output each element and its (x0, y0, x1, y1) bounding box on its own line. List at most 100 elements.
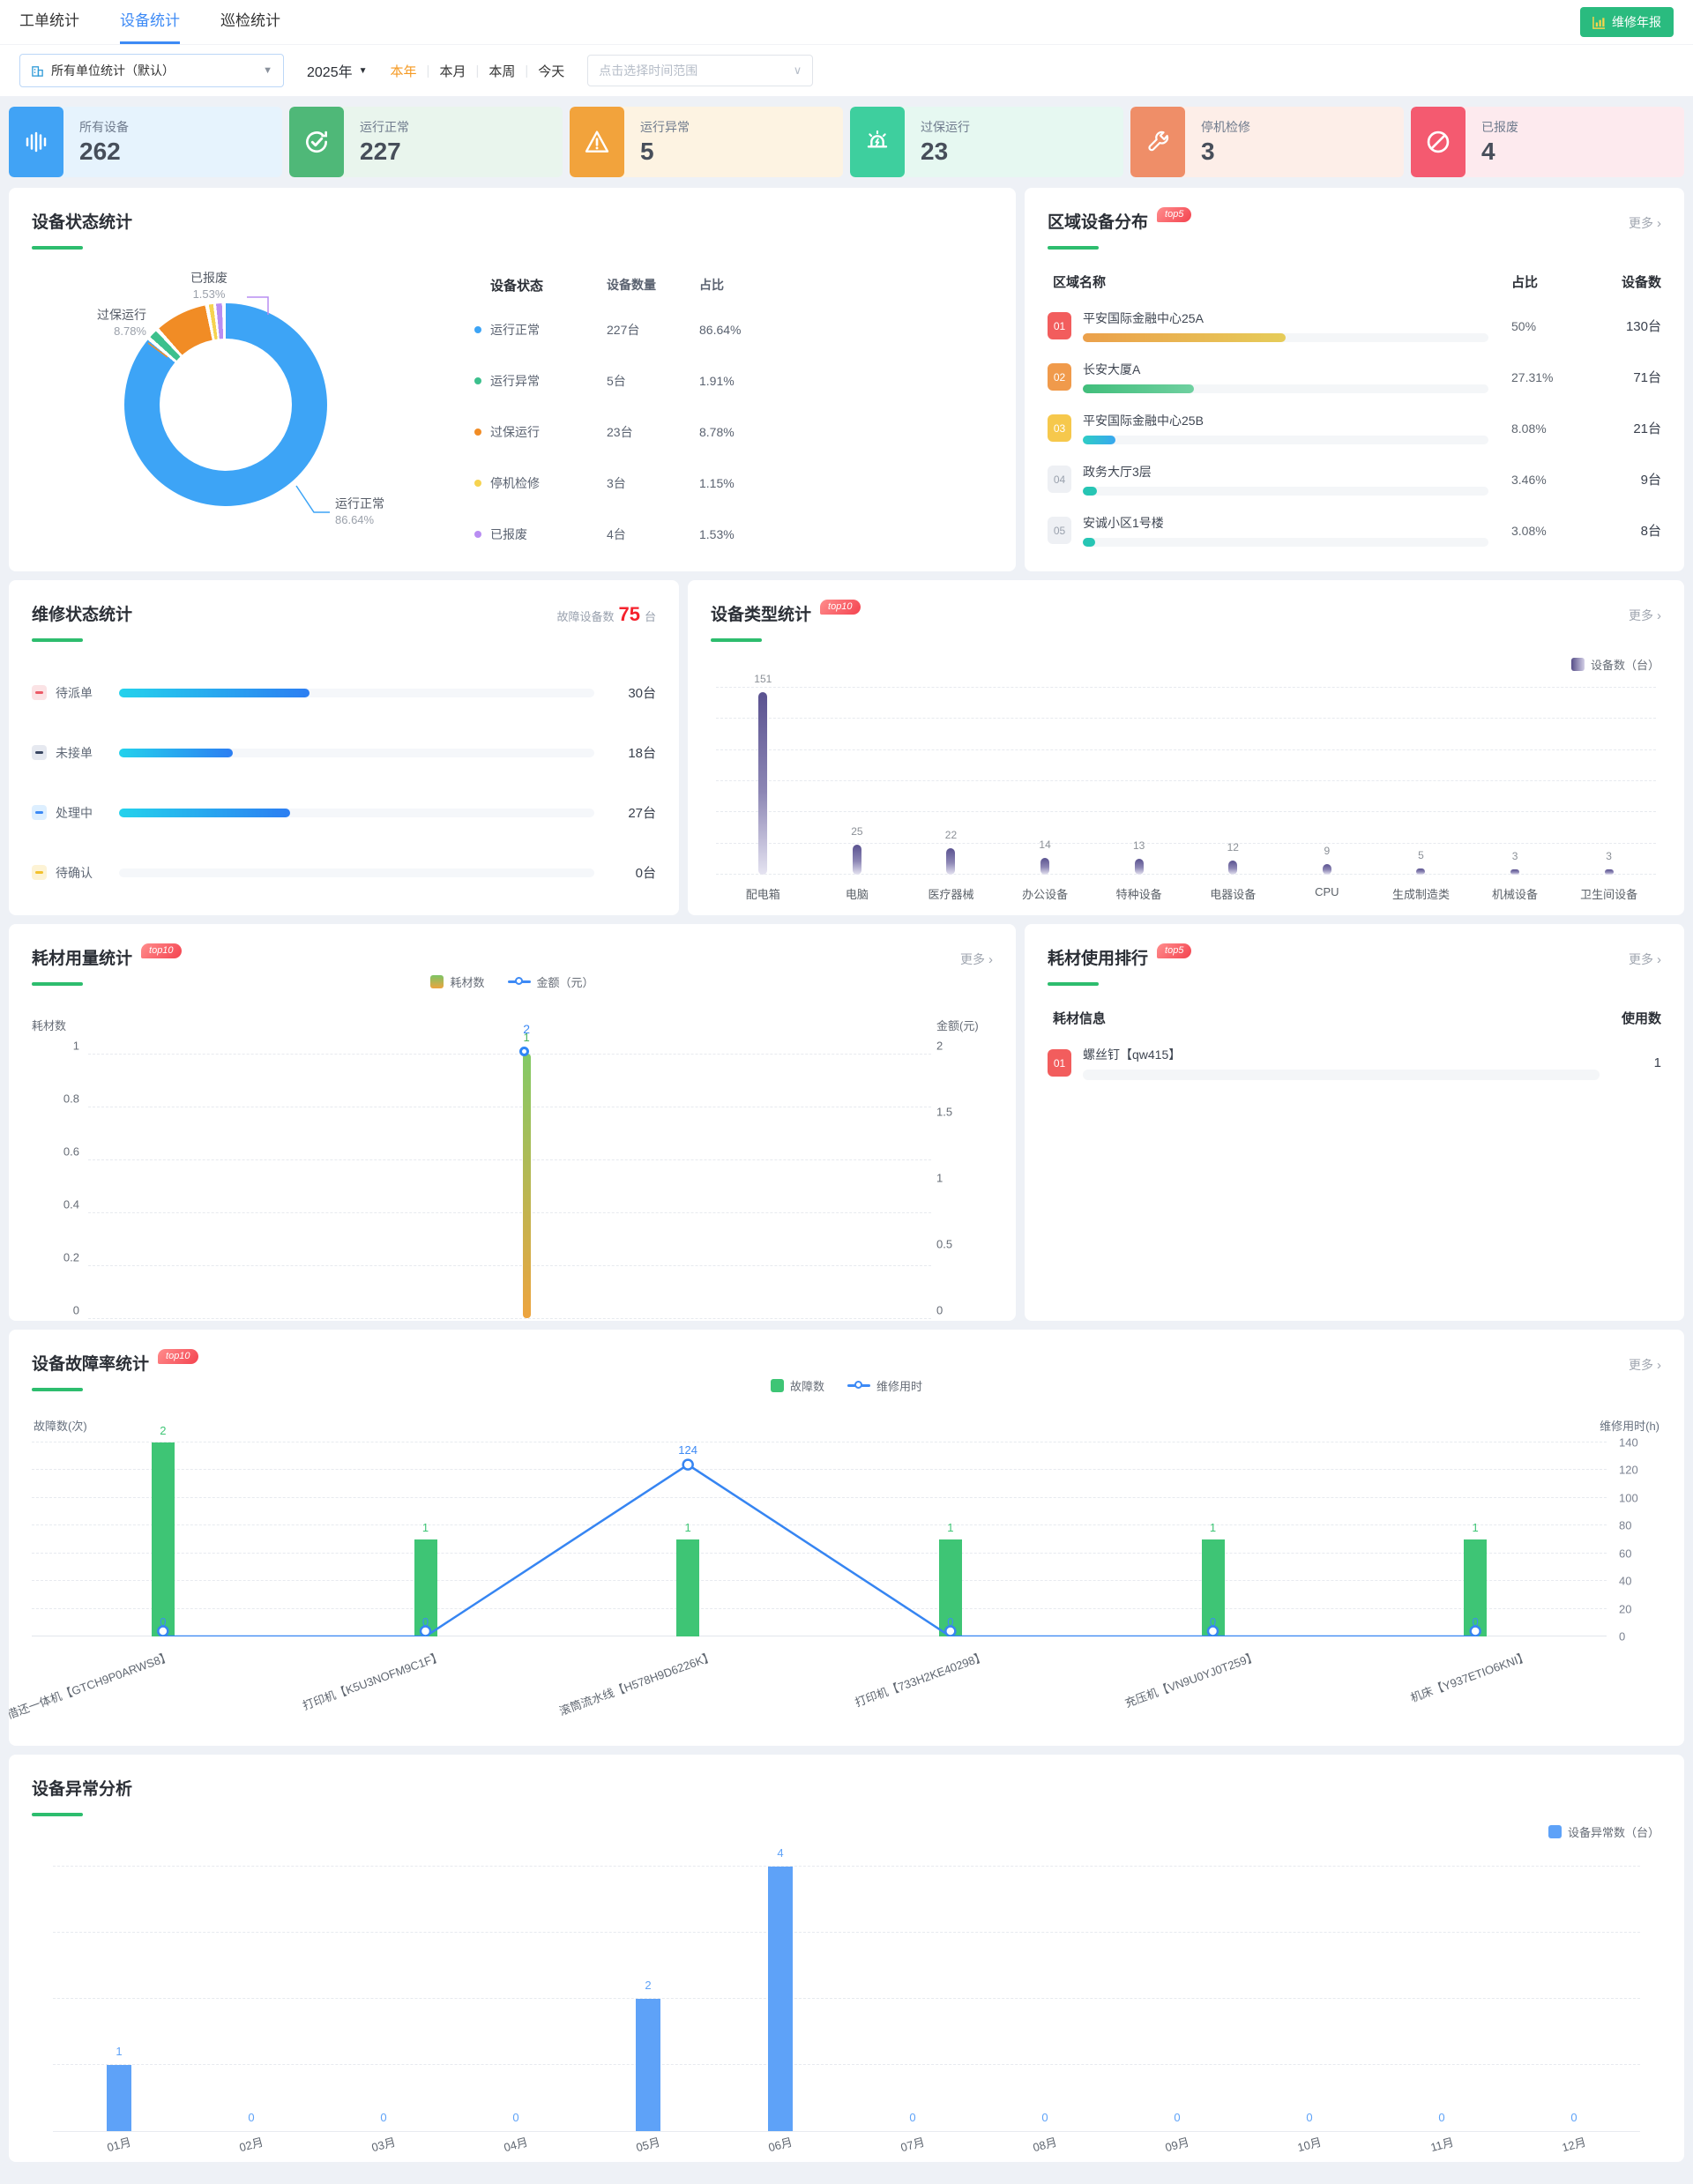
gridline (716, 718, 1656, 719)
donut-callout: 已报废 1.53% (171, 269, 247, 303)
right-axis-tick: 0 (1619, 1629, 1626, 1644)
gridline (53, 2064, 1640, 2065)
gridline (53, 1998, 1640, 1999)
right-axis-tick: 80 (1619, 1518, 1632, 1532)
device-type-value: 25 (851, 824, 863, 838)
panel-device-type: 设备类型统计 top10 更多 › 设备数（台） 151 25 22 14 13 12 9 5 3… (688, 580, 1684, 915)
fault-x-label: 借还一体机【GTCH9P0ARWS8】 (9, 1649, 174, 1722)
repair-row: 未接单 18台 (32, 743, 656, 762)
title-accent-bar (32, 638, 83, 642)
region-row-main: 平安国际金融中心25B (1083, 412, 1488, 444)
top10-badge: top10 (158, 1349, 198, 1364)
fault-x-label: 充压机【VN9U0YJ0T259】 (1122, 1649, 1260, 1711)
gridline (88, 1054, 931, 1055)
gridline (32, 1552, 1607, 1554)
anomaly-column: 0 (846, 1867, 979, 2131)
device-type-legend: 设备数（台） (1570, 656, 1659, 673)
panel-title: 耗材使用排行 (1048, 950, 1149, 968)
anomaly-column: 0 (317, 1867, 450, 2131)
region-row: 03 平安国际金融中心25B 8.08% 21台 (1048, 412, 1661, 444)
device-type-column: 22 (904, 688, 998, 875)
anomaly-value: 0 (909, 2111, 916, 2124)
tab-work-orders[interactable]: 工单统计 (19, 12, 79, 29)
more-link[interactable]: 更多 › (1629, 608, 1661, 623)
stat-card-5: 停机检修 3 (1130, 107, 1404, 177)
quick-range-本年[interactable]: 本年 (390, 63, 417, 79)
tab-equipment[interactable]: 设备统计 (120, 0, 180, 44)
repair-count: 27台 (628, 806, 656, 821)
gridline (32, 1524, 1607, 1526)
status-cell-count: 23台 (607, 425, 633, 439)
fault-device-count: 故障设备数 75 台 (556, 603, 656, 626)
region-pct: 27.31% (1511, 369, 1554, 384)
device-type-column: 12 (1186, 688, 1280, 875)
device-type-bar-chart: 151 25 22 14 13 12 9 5 3 3 (716, 673, 1656, 875)
device-type-category: 特种设备 (1115, 888, 1162, 901)
region-bar-fill (1083, 538, 1096, 547)
quick-range-今天[interactable]: 今天 (538, 63, 565, 79)
col-header-count: 设备数量 (607, 278, 656, 292)
status-dot-icon (474, 377, 481, 384)
usage-bar (523, 1054, 532, 1318)
donut-callout: 运行正常 86.64% (335, 495, 384, 529)
quick-range-本月[interactable]: 本月 (439, 63, 466, 79)
legend-line-icon (847, 1381, 870, 1389)
region-bar-track (1083, 487, 1488, 496)
right-axis-tick: 40 (1619, 1574, 1632, 1588)
anomaly-value: 0 (248, 2111, 255, 2124)
anomaly-month-label: 07月 (899, 2135, 927, 2155)
top10-badge: top10 (820, 600, 861, 615)
status-label: 已报废 (490, 527, 527, 541)
more-link[interactable]: 更多 › (1629, 216, 1661, 231)
quick-range-group: 本年 | 本月 | 本周 | 今天 (391, 62, 565, 80)
region-row-main: 安诚小区1号楼 (1083, 514, 1488, 547)
anomaly-column: 1 (53, 1867, 185, 2131)
quick-separator: | (525, 63, 529, 78)
repair-annual-report-button[interactable]: 维修年报 (1580, 7, 1674, 37)
repair-row: 待派单 30台 (32, 683, 656, 702)
tab-inspection[interactable]: 巡检统计 (220, 12, 280, 29)
date-range-select[interactable]: 点击选择时间范围 ∨ (587, 55, 814, 86)
right-axis-tick: 1.5 (936, 1105, 953, 1119)
fault-count-unit: 台 (644, 610, 656, 623)
panel-fault-rate: 设备故障率统计 top10 更多 › 故障数 维修用时 故障数(次) 维修用时(h… (9, 1330, 1684, 1746)
unit-select[interactable]: 所有单位统计（默认） ▼ (19, 54, 284, 87)
title-accent-bar (1048, 246, 1099, 250)
consumable-bar-fill (1083, 1070, 1579, 1080)
chevron-down-icon: ∨ (793, 63, 802, 77)
left-axis-tick: 1 (72, 1039, 79, 1053)
gridline (716, 780, 1656, 781)
right-axis-tick: 2 (936, 1039, 943, 1053)
device-type-column: 151 (716, 673, 810, 875)
stat-card-label: 所有设备 (79, 120, 129, 134)
anomaly-value: 0 (380, 2111, 387, 2124)
device-type-column: 5 (1374, 688, 1468, 875)
axis-title: 金额(元) (936, 1019, 979, 1032)
quick-range-本周[interactable]: 本周 (489, 63, 516, 79)
anomaly-month-label: 02月 (238, 2135, 265, 2155)
title-accent-bar (32, 1813, 83, 1816)
status-cell-count: 5台 (607, 374, 626, 388)
gridline (32, 1496, 1607, 1498)
right-axis-tick: 0 (936, 1303, 943, 1317)
fault-bar-value: 1 (421, 1521, 429, 1534)
status-cell-pct: 1.53% (699, 527, 735, 541)
repair-status-icon (32, 805, 47, 820)
panel-title: 设备故障率统计 (32, 1355, 150, 1374)
more-link[interactable]: 更多 › (960, 952, 993, 967)
status-cell-count: 3台 (607, 476, 626, 490)
device-type-category: 医疗器械 (928, 888, 974, 901)
unit-select-value: 所有单位统计（默认） (51, 63, 175, 78)
device-type-category: CPU (1315, 885, 1339, 898)
status-dot-icon (474, 326, 481, 333)
year-select[interactable]: 2025年 ▼ (307, 60, 368, 81)
device-status-donut-chart: 过保运行 8.78% 已报废 1.53% 运行正常 86.64% (32, 255, 455, 546)
table-row: 已报废 4台 1.53% (474, 509, 993, 560)
device-status-table: 设备状态 设备数量 占比 运行正常 227台 86.64% 运行异常 5台 1.91% 过保… (474, 265, 993, 560)
region-row: 01 平安国际金融中心25A 50% 130台 (1048, 309, 1661, 342)
more-link[interactable]: 更多 › (1629, 1358, 1661, 1373)
more-link[interactable]: 更多 › (1629, 952, 1661, 967)
consumable-row: 01 螺丝钉【qw415】 1 (1048, 1046, 1661, 1080)
anomaly-month-label: 05月 (635, 2135, 662, 2155)
left-axis-tick: 0.8 (63, 1092, 79, 1106)
